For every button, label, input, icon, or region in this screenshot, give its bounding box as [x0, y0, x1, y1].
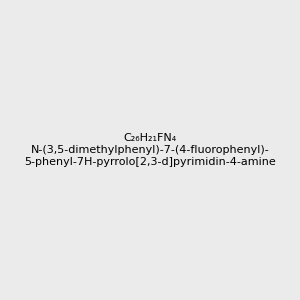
Text: C₂₆H₂₁FN₄
N-(3,5-dimethylphenyl)-7-(4-fluorophenyl)-
5-phenyl-7H-pyrrolo[2,3-d]p: C₂₆H₂₁FN₄ N-(3,5-dimethylphenyl)-7-(4-fl… [24, 134, 276, 166]
